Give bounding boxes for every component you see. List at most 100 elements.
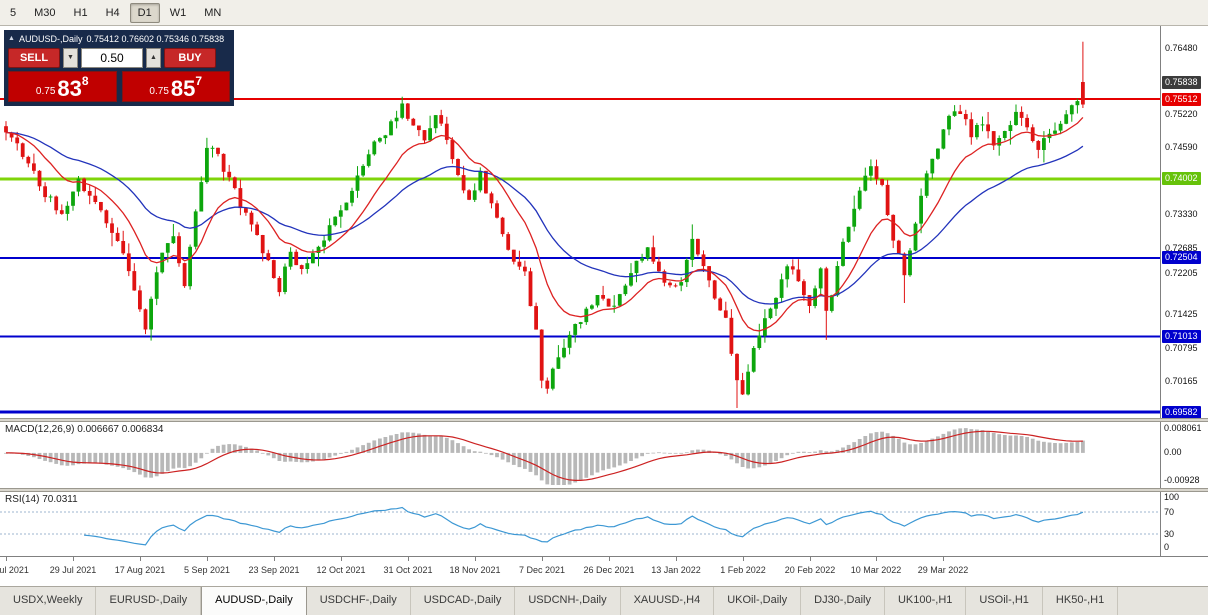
price-axis-label: 0.71425 bbox=[1165, 309, 1198, 320]
sell-price-big: 83 bbox=[57, 76, 82, 101]
time-tick bbox=[876, 557, 877, 561]
buy-price-big: 85 bbox=[170, 76, 196, 101]
axis-divider-line bbox=[1160, 26, 1161, 556]
chart-ohlc-values: 0.75412 0.76602 0.75346 0.75838 bbox=[86, 33, 225, 44]
lot-decrease-button[interactable]: ▼ bbox=[63, 47, 78, 68]
chart-tab-bar: USDX,Weekly EURUSD-,Daily AUDUSD-,Daily USD… bbox=[0, 586, 1208, 615]
time-tick bbox=[341, 557, 342, 561]
time-tick bbox=[810, 557, 811, 561]
buy-price-base: 0.75 bbox=[149, 86, 169, 97]
rsi-label: RSI(14) 70.0311 bbox=[5, 494, 78, 505]
macd-signal-line bbox=[6, 430, 1083, 482]
rsi-axis-label: 30 bbox=[1164, 528, 1175, 539]
date-label: 20 Feb 2022 bbox=[784, 565, 836, 575]
time-tick bbox=[408, 557, 409, 561]
chart-tab-audusd-daily[interactable]: AUDUSD-,Daily bbox=[201, 587, 307, 615]
buy-price-pip: 7 bbox=[195, 74, 203, 88]
chart-info-header: ▲ AUDUSD-,Daily 0.75412 0.76602 0.75346 … bbox=[8, 32, 230, 45]
price-axis[interactable]: 0.76480 0.75838 0.75512 0.75220 0.74590 0.740… bbox=[1161, 26, 1208, 419]
macd-axis-label: 0.008061 bbox=[1164, 423, 1202, 433]
sell-button[interactable]: SELL bbox=[8, 47, 60, 68]
macd-axis-label: -0.00928 bbox=[1164, 475, 1200, 485]
price-tag-red: 0.75512 bbox=[1162, 92, 1201, 106]
chart-tab-uk100-h1[interactable]: UK100-,H1 bbox=[885, 587, 967, 615]
chart-tab-usdx-weekly[interactable]: USDX,Weekly bbox=[0, 587, 97, 615]
price-tag-dark: 0.75838 bbox=[1162, 75, 1201, 89]
chart-tab-usoil-h1[interactable]: USOil-,H1 bbox=[966, 587, 1043, 615]
time-tick bbox=[743, 557, 744, 561]
rsi-axis: 100 70 30 0 bbox=[1161, 492, 1208, 556]
macd-label: MACD(12,26,9) 0.006667 0.006834 bbox=[5, 424, 164, 435]
timeframe-button-mn[interactable]: MN bbox=[204, 6, 222, 19]
timeframe-button-h1[interactable]: H1 bbox=[73, 6, 88, 19]
price-chart[interactable]: ▲ AUDUSD-,Daily 0.75412 0.76602 0.75346 … bbox=[0, 26, 1160, 418]
chart-tab-usdcad-daily[interactable]: USDCAD-,Daily bbox=[411, 587, 516, 615]
date-label: 31 Oct 2021 bbox=[383, 565, 433, 575]
buy-price-button[interactable]: 0.75 85 7 bbox=[121, 71, 230, 102]
date-label: 17 Aug 2021 bbox=[114, 565, 166, 575]
chart-tab-ukoil-daily[interactable]: UKOil-,Daily bbox=[714, 587, 802, 615]
date-label: 5 Sep 2021 bbox=[183, 565, 231, 575]
rsi-axis-label: 100 bbox=[1164, 492, 1180, 502]
price-axis-label: 0.74590 bbox=[1165, 142, 1198, 153]
chart-tab-xauusd-h4[interactable]: XAUUSD-,H4 bbox=[621, 587, 715, 615]
timeframe-button-w1[interactable]: W1 bbox=[169, 6, 187, 19]
time-tick bbox=[676, 557, 677, 561]
rsi-axis-label: 0 bbox=[1164, 542, 1170, 552]
macd-axis-label: 0.00 bbox=[1164, 446, 1182, 457]
date-label: 23 Sep 2021 bbox=[248, 565, 300, 575]
price-axis-label: 0.73330 bbox=[1165, 208, 1198, 219]
price-axis-label: 0.72685 bbox=[1165, 242, 1198, 253]
time-tick bbox=[542, 557, 543, 561]
one-click-trading-panel: ▲ AUDUSD-,Daily 0.75412 0.76602 0.75346 … bbox=[4, 30, 234, 106]
price-tag-blue: 0.71013 bbox=[1162, 330, 1201, 344]
price-axis-label: 0.70165 bbox=[1165, 375, 1198, 386]
sell-price-pip: 8 bbox=[81, 74, 89, 88]
macd-panel[interactable]: MACD(12,26,9) 0.006667 0.006834 bbox=[0, 422, 1160, 488]
time-tick bbox=[207, 557, 208, 561]
lot-size-input[interactable] bbox=[81, 47, 143, 68]
lot-increase-button[interactable]: ▲ bbox=[146, 47, 161, 68]
timeframe-toolbar: 5 M30 H1 H4 D1 W1 MN bbox=[0, 0, 1208, 26]
date-label: 29 Mar 2022 bbox=[917, 565, 969, 575]
panel-separator[interactable] bbox=[0, 418, 1208, 422]
timeframe-button-h4[interactable]: H4 bbox=[105, 6, 120, 19]
macd-axis: 0.008061 0.00 -0.00928 bbox=[1161, 422, 1208, 488]
rsi-axis-label: 70 bbox=[1164, 507, 1175, 518]
chart-tab-hk50-h1[interactable]: HK50-,H1 bbox=[1043, 587, 1119, 615]
rsi-panel[interactable]: RSI(14) 70.0311 bbox=[0, 492, 1160, 556]
chart-tab-eurusd-daily[interactable]: EURUSD-,Daily bbox=[96, 587, 202, 615]
sell-price-button[interactable]: 0.75 83 8 bbox=[8, 71, 117, 102]
price-axis-label: 0.75220 bbox=[1165, 109, 1198, 120]
time-tick bbox=[73, 557, 74, 561]
collapse-arrow-icon[interactable]: ▲ bbox=[8, 35, 15, 42]
chart-tab-usdcnh-daily[interactable]: USDCNH-,Daily bbox=[515, 587, 621, 615]
timeframe-button-m30[interactable]: M30 bbox=[34, 6, 56, 19]
date-label: 1 Feb 2022 bbox=[720, 565, 766, 575]
time-tick bbox=[943, 557, 944, 561]
chart-symbol-title: AUDUSD-,Daily bbox=[18, 33, 83, 44]
chart-tab-usdchf-daily[interactable]: USDCHF-,Daily bbox=[307, 587, 411, 615]
ma-fast-line bbox=[5, 116, 1084, 332]
date-label: 11 Jul 2021 bbox=[0, 565, 29, 575]
timeframe-button-d1[interactable]: D1 bbox=[129, 2, 160, 23]
date-label: 29 Jul 2021 bbox=[49, 565, 97, 575]
price-axis-label: 0.70795 bbox=[1165, 342, 1198, 353]
date-label: 13 Jan 2022 bbox=[651, 565, 701, 575]
panel-separator[interactable] bbox=[0, 488, 1208, 492]
date-label: 26 Dec 2021 bbox=[583, 565, 635, 575]
time-tick bbox=[475, 557, 476, 561]
timeframe-button-5[interactable]: 5 bbox=[10, 6, 17, 19]
price-tag-green: 0.74002 bbox=[1162, 172, 1201, 186]
chart-tab-dj30-daily[interactable]: DJ30-,Daily bbox=[801, 587, 885, 615]
price-axis-label: 0.76480 bbox=[1165, 42, 1198, 53]
time-axis[interactable]: 11 Jul 2021 29 Jul 2021 17 Aug 2021 5 Sep 2… bbox=[0, 556, 1208, 586]
buy-button[interactable]: BUY bbox=[164, 47, 216, 68]
horizontal-level-lines bbox=[0, 98, 1160, 414]
date-label: 7 Dec 2021 bbox=[518, 565, 566, 575]
macd-histogram bbox=[4, 428, 1085, 485]
time-tick bbox=[140, 557, 141, 561]
rsi-line bbox=[84, 506, 1084, 546]
time-tick bbox=[274, 557, 275, 561]
